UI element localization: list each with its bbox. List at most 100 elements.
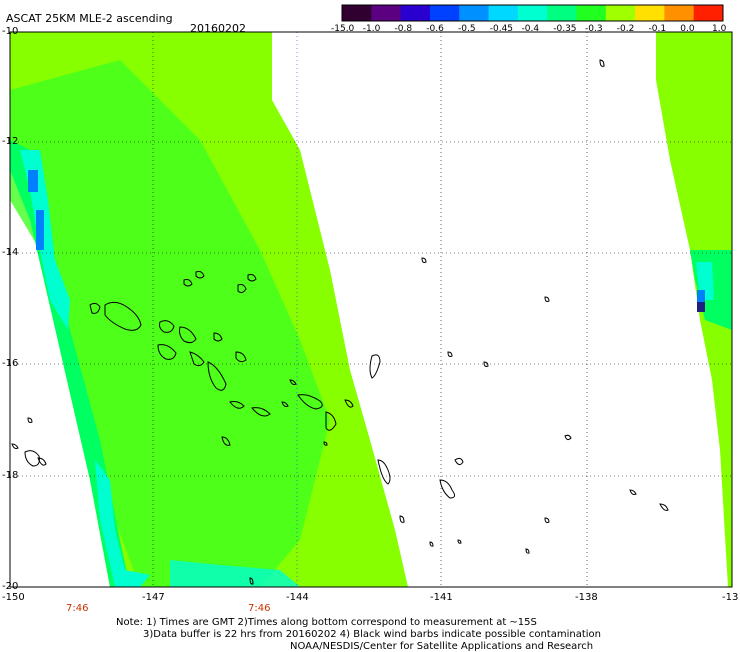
island xyxy=(439,479,456,499)
island xyxy=(237,284,247,294)
island xyxy=(629,489,637,495)
island xyxy=(297,394,323,410)
x-label-138: -138 xyxy=(575,592,598,603)
colorbar-swatch xyxy=(635,5,665,21)
island xyxy=(281,401,289,407)
island xyxy=(454,457,464,466)
island xyxy=(399,515,405,523)
island xyxy=(159,320,175,333)
island xyxy=(544,517,550,523)
island-outlines xyxy=(11,59,669,585)
island xyxy=(89,302,101,314)
island xyxy=(24,450,40,467)
colorbar-swatch xyxy=(371,5,402,21)
colorbar-swatch xyxy=(664,5,695,21)
colorbar-label: -0.35 xyxy=(553,24,577,34)
island xyxy=(189,351,205,367)
island xyxy=(249,577,254,585)
map-frame xyxy=(9,31,733,588)
time-label: 7:46 xyxy=(248,603,271,614)
island xyxy=(525,548,530,554)
y-label-20: -20 xyxy=(2,581,19,592)
island xyxy=(247,274,257,282)
island xyxy=(564,434,572,441)
colorbar-label: -0.3 xyxy=(585,24,603,34)
island xyxy=(157,344,177,360)
island xyxy=(421,257,427,263)
island xyxy=(221,436,231,446)
colorbar-swatch xyxy=(693,5,724,21)
island xyxy=(429,541,434,547)
island xyxy=(195,271,205,279)
colorbar-label: -0.8 xyxy=(394,24,413,34)
grid xyxy=(10,32,732,587)
island xyxy=(179,326,197,344)
island xyxy=(104,301,142,331)
swath-blue xyxy=(36,210,44,250)
island xyxy=(183,279,193,287)
swath-right xyxy=(656,32,732,587)
island xyxy=(377,459,391,485)
island xyxy=(457,539,462,544)
swath-band xyxy=(10,60,330,587)
colorbar-label: -0.45 xyxy=(489,24,514,34)
x-label-150: -150 xyxy=(2,592,25,603)
island xyxy=(369,354,381,379)
island xyxy=(483,361,489,367)
footer-note-2: 3)Data buffer is 22 hrs from 20160202 4)… xyxy=(143,629,601,640)
island xyxy=(344,399,354,408)
island xyxy=(235,351,247,363)
island xyxy=(229,401,245,409)
colorbar xyxy=(341,4,724,22)
y-label-18: -18 xyxy=(2,470,19,481)
colorbar-label: -0.2 xyxy=(616,24,635,34)
product-title: ASCAT 25KM MLE-2 ascending xyxy=(6,12,173,25)
island xyxy=(447,351,453,357)
swath-main xyxy=(10,32,408,587)
x-label-141: -141 xyxy=(430,592,453,603)
colorbar-swatch xyxy=(605,5,636,21)
swath-blue xyxy=(28,170,38,192)
island xyxy=(27,417,33,423)
y-label-16: -16 xyxy=(2,358,19,369)
y-label-12: -12 xyxy=(2,136,19,147)
swath-cyan xyxy=(170,560,300,587)
colorbar-swatch xyxy=(400,5,431,21)
swath-cyan xyxy=(95,460,150,587)
colorbar-label: -0.1 xyxy=(648,24,667,34)
colorbar-swatch xyxy=(459,5,490,21)
colorbar-label: -0.4 xyxy=(521,24,540,34)
swath-fill xyxy=(656,32,732,587)
time-label: 7:46 xyxy=(66,603,89,614)
island xyxy=(325,411,337,431)
colorbar-label: -1.0 xyxy=(362,24,381,34)
colorbar-label: 1.0 xyxy=(712,24,727,34)
island xyxy=(544,296,550,302)
colorbar-swatch xyxy=(429,5,460,21)
island xyxy=(323,441,328,446)
footer-note-1: Note: 1) Times are GMT 2)Times along bot… xyxy=(116,617,537,628)
colorbar-label: -0.5 xyxy=(458,24,476,34)
colorbar-label: 0.0 xyxy=(680,24,695,34)
x-label-135: -13 xyxy=(722,592,739,603)
colorbar-label: -15.0 xyxy=(331,24,355,34)
product-date: 20160202 xyxy=(190,22,246,35)
colorbar-swatch xyxy=(342,5,372,21)
island xyxy=(37,457,47,466)
island xyxy=(11,443,19,449)
island xyxy=(251,407,271,417)
island xyxy=(599,59,605,67)
colorbar-swatch xyxy=(517,5,548,21)
x-label-144: -144 xyxy=(286,592,309,603)
y-label-10: -10 xyxy=(2,26,19,37)
island xyxy=(659,503,669,511)
island xyxy=(213,332,223,342)
colorbar-swatch xyxy=(576,5,607,21)
swath-cyan xyxy=(20,150,70,330)
footer-credit: NOAA/NESDIS/Center for Satellite Applica… xyxy=(290,641,594,652)
y-label-14: -14 xyxy=(2,247,19,258)
island xyxy=(207,361,227,391)
colorbar-swatch xyxy=(488,5,519,21)
colorbar-frame xyxy=(341,4,724,22)
